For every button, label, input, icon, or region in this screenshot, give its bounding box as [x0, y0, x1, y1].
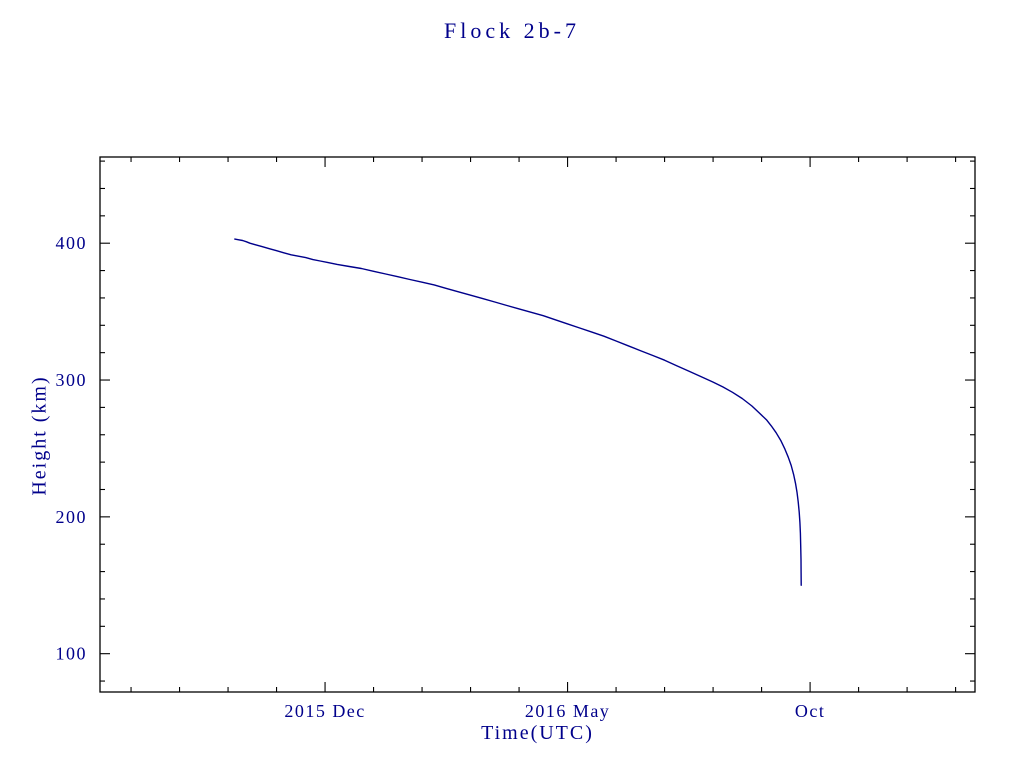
svg-text:400: 400 [56, 233, 88, 253]
x-axis-ticks [130, 157, 957, 692]
svg-text:2015 Dec: 2015 Dec [284, 701, 365, 721]
plot-title: Flock 2b-7 [444, 18, 580, 43]
svg-text:200: 200 [56, 507, 88, 527]
x-axis-label: Time(UTC) [481, 722, 594, 744]
height-curve [234, 238, 802, 586]
y-tick-labels: 100 200 300 400 [56, 233, 88, 664]
svg-text:2016 May: 2016 May [525, 701, 611, 721]
x-tick-labels: 2015 Dec 2016 May Oct [284, 701, 826, 721]
svg-text:100: 100 [56, 644, 88, 664]
svg-text:Oct: Oct [795, 701, 826, 721]
svg-text:300: 300 [56, 370, 88, 390]
y-axis-ticks [100, 160, 975, 682]
plot-frame [99, 156, 976, 693]
